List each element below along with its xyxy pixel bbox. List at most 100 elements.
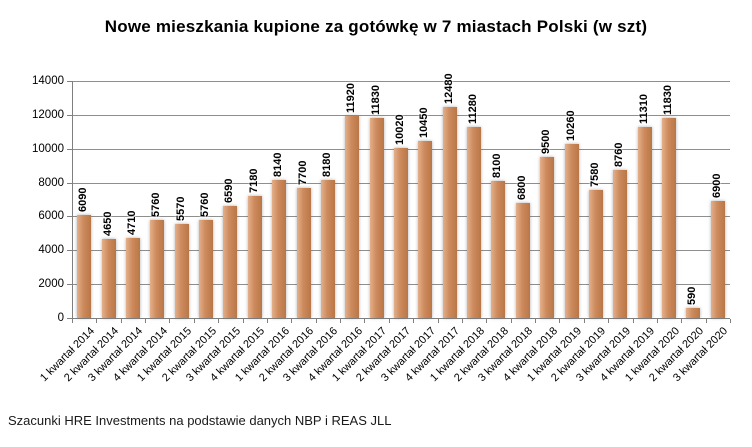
x-axis-tick: [705, 319, 707, 323]
bar: [296, 187, 311, 318]
gridline: [72, 114, 730, 116]
x-axis-tick: [96, 319, 98, 323]
bar: [491, 180, 506, 318]
bar-value-label: 5570: [174, 196, 187, 221]
bar: [101, 239, 116, 318]
x-axis-tick: [656, 319, 658, 323]
bar-value-label: 8140: [272, 152, 285, 178]
x-axis-tick: [486, 319, 488, 323]
bar: [588, 189, 603, 318]
x-axis-tick: [730, 319, 731, 323]
x-axis-tick: [583, 319, 585, 323]
bar: [637, 126, 652, 318]
bar-value-label: 11310: [637, 93, 650, 124]
bar: [150, 220, 165, 318]
bar-value-label: 7580: [588, 162, 601, 187]
bar: [662, 117, 677, 318]
y-axis-line: [72, 81, 73, 319]
y-axis-tick: [67, 216, 72, 218]
bar: [199, 220, 214, 318]
y-axis-tick-label: 2000: [38, 278, 64, 291]
source-note: Szacunki HRE Investments na podstawie da…: [8, 413, 392, 428]
bar-value-label: 10450: [418, 107, 431, 139]
y-axis-tick-label: 10000: [32, 142, 64, 155]
x-axis-tick: [535, 319, 537, 323]
x-axis-tick: [120, 319, 122, 323]
bar: [77, 214, 92, 318]
y-axis-tick-label: 4000: [38, 244, 64, 257]
bar-value-label: 5760: [150, 193, 163, 218]
bar: [174, 223, 189, 318]
x-axis-tick: [388, 319, 390, 323]
y-axis-tick: [67, 182, 72, 184]
x-axis-tick: [218, 319, 220, 323]
bar: [686, 308, 701, 318]
bar-value-label: 8760: [613, 142, 626, 167]
y-axis-tick-label: 12000: [32, 108, 64, 121]
bar-value-label: 6090: [77, 187, 90, 212]
x-axis-tick: [169, 319, 171, 323]
y-axis-tick-label: 6000: [38, 210, 64, 223]
bar: [515, 202, 530, 318]
y-axis-tick: [67, 114, 72, 116]
bar: [564, 144, 579, 318]
bar-value-label: 7700: [296, 160, 309, 185]
bar: [394, 148, 408, 318]
bar-value-label: 4710: [125, 210, 138, 236]
bar-value-label: 5760: [199, 193, 212, 218]
x-axis-line: [72, 318, 730, 319]
bar-value-label: 4650: [101, 211, 114, 237]
bar: [613, 169, 628, 318]
bar: [223, 206, 238, 318]
x-axis-tick: [193, 319, 195, 323]
x-axis-tick: [72, 319, 73, 323]
x-axis-tick: [266, 319, 268, 323]
x-axis-tick: [242, 319, 244, 323]
bar-value-label: 8180: [320, 152, 333, 177]
x-axis-tick: [291, 319, 293, 323]
x-axis-tick: [340, 319, 342, 323]
bar-value-label: 8100: [491, 153, 504, 178]
x-axis-tick: [145, 319, 147, 323]
bar: [442, 106, 457, 318]
bar-value-label: 6800: [515, 175, 528, 200]
bar: [125, 238, 140, 318]
bar-value-label: 11830: [662, 84, 675, 115]
x-axis-tick: [510, 319, 512, 323]
bar: [247, 196, 262, 318]
bar: [369, 117, 384, 318]
x-axis-tick: [608, 319, 610, 323]
y-axis-tick-label: 0: [57, 312, 64, 324]
y-axis-tick: [67, 148, 72, 150]
bar-value-label: 6900: [710, 173, 723, 199]
bar-value-label: 12480: [442, 73, 455, 104]
bar: [272, 180, 287, 318]
bar-value-label: 590: [686, 286, 699, 305]
bar-value-label: 7180: [247, 168, 260, 194]
bar-value-label: 11280: [467, 94, 480, 125]
bar: [418, 141, 433, 318]
bar-value-label: 6590: [223, 178, 236, 204]
bar: [540, 157, 555, 318]
x-axis-tick: [559, 319, 561, 323]
y-axis-tick: [67, 81, 72, 82]
bar: [710, 201, 725, 318]
bar-value-label: 10020: [394, 114, 406, 146]
y-axis-tick-label: 14000: [32, 75, 64, 87]
x-axis-tick: [681, 319, 683, 323]
x-axis-tick: [437, 319, 439, 323]
x-axis-tick: [413, 319, 415, 323]
y-axis-tick: [67, 318, 72, 319]
bar-value-label: 10260: [564, 110, 577, 142]
y-axis-tick: [67, 250, 72, 252]
bar-value-label: 11920: [345, 83, 358, 114]
bar-value-label: 11830: [369, 84, 382, 115]
x-axis-tick: [632, 319, 634, 323]
gridline: [72, 81, 730, 82]
x-axis-tick: [461, 319, 463, 323]
y-axis-tick-label: 8000: [38, 176, 64, 189]
chart-title: Nowe mieszkania kupione za gotówkę w 7 m…: [104, 17, 648, 36]
bar: [467, 127, 482, 318]
bar: [345, 116, 360, 318]
